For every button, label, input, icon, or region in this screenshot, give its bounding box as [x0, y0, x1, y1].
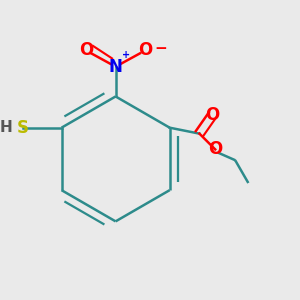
Text: O: O: [208, 140, 222, 158]
Text: +: +: [122, 50, 130, 60]
Text: O: O: [205, 106, 219, 124]
Text: S: S: [17, 119, 29, 137]
Text: O: O: [79, 41, 93, 59]
Text: N: N: [109, 58, 122, 76]
Text: −: −: [154, 41, 167, 56]
Text: O: O: [138, 41, 152, 59]
Text: H: H: [0, 120, 13, 135]
